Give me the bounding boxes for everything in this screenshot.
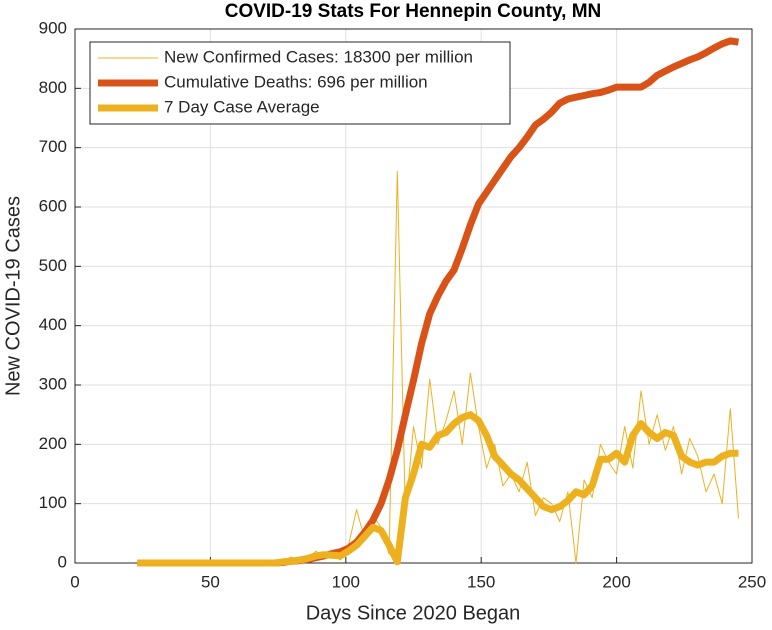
y-axis-label: New COVID-19 Cases — [2, 196, 24, 396]
y-tick-label: 500 — [39, 256, 67, 275]
y-tick-label: 100 — [39, 493, 67, 512]
y-tick-label: 900 — [39, 18, 67, 37]
y-tick-label: 800 — [39, 78, 67, 97]
x-tick-label: 50 — [201, 572, 220, 591]
legend-label: Cumulative Deaths: 696 per million — [164, 72, 428, 91]
x-tick-label: 0 — [70, 572, 79, 591]
x-tick-label: 100 — [332, 572, 360, 591]
y-tick-label: 200 — [39, 434, 67, 453]
series-line — [137, 411, 739, 567]
x-tick-label: 250 — [738, 572, 766, 591]
x-tick-label: 200 — [602, 572, 630, 591]
x-tick-label: 150 — [467, 572, 495, 591]
y-tick-label: 600 — [39, 196, 67, 215]
legend-label: 7 Day Case Average — [164, 97, 320, 116]
y-tick-label: 700 — [39, 137, 67, 156]
legend-box — [89, 41, 511, 125]
legend-label: New Confirmed Cases: 18300 per million — [164, 47, 473, 66]
x-axis-label: Days Since 2020 Began — [306, 602, 521, 624]
chart-title: COVID-19 Stats For Hennepin County, MN — [225, 1, 602, 22]
y-tick-label: 0 — [58, 552, 67, 571]
y-tick-label: 400 — [39, 315, 67, 334]
plot-frame — [74, 28, 753, 564]
y-tick-label: 300 — [39, 374, 67, 393]
